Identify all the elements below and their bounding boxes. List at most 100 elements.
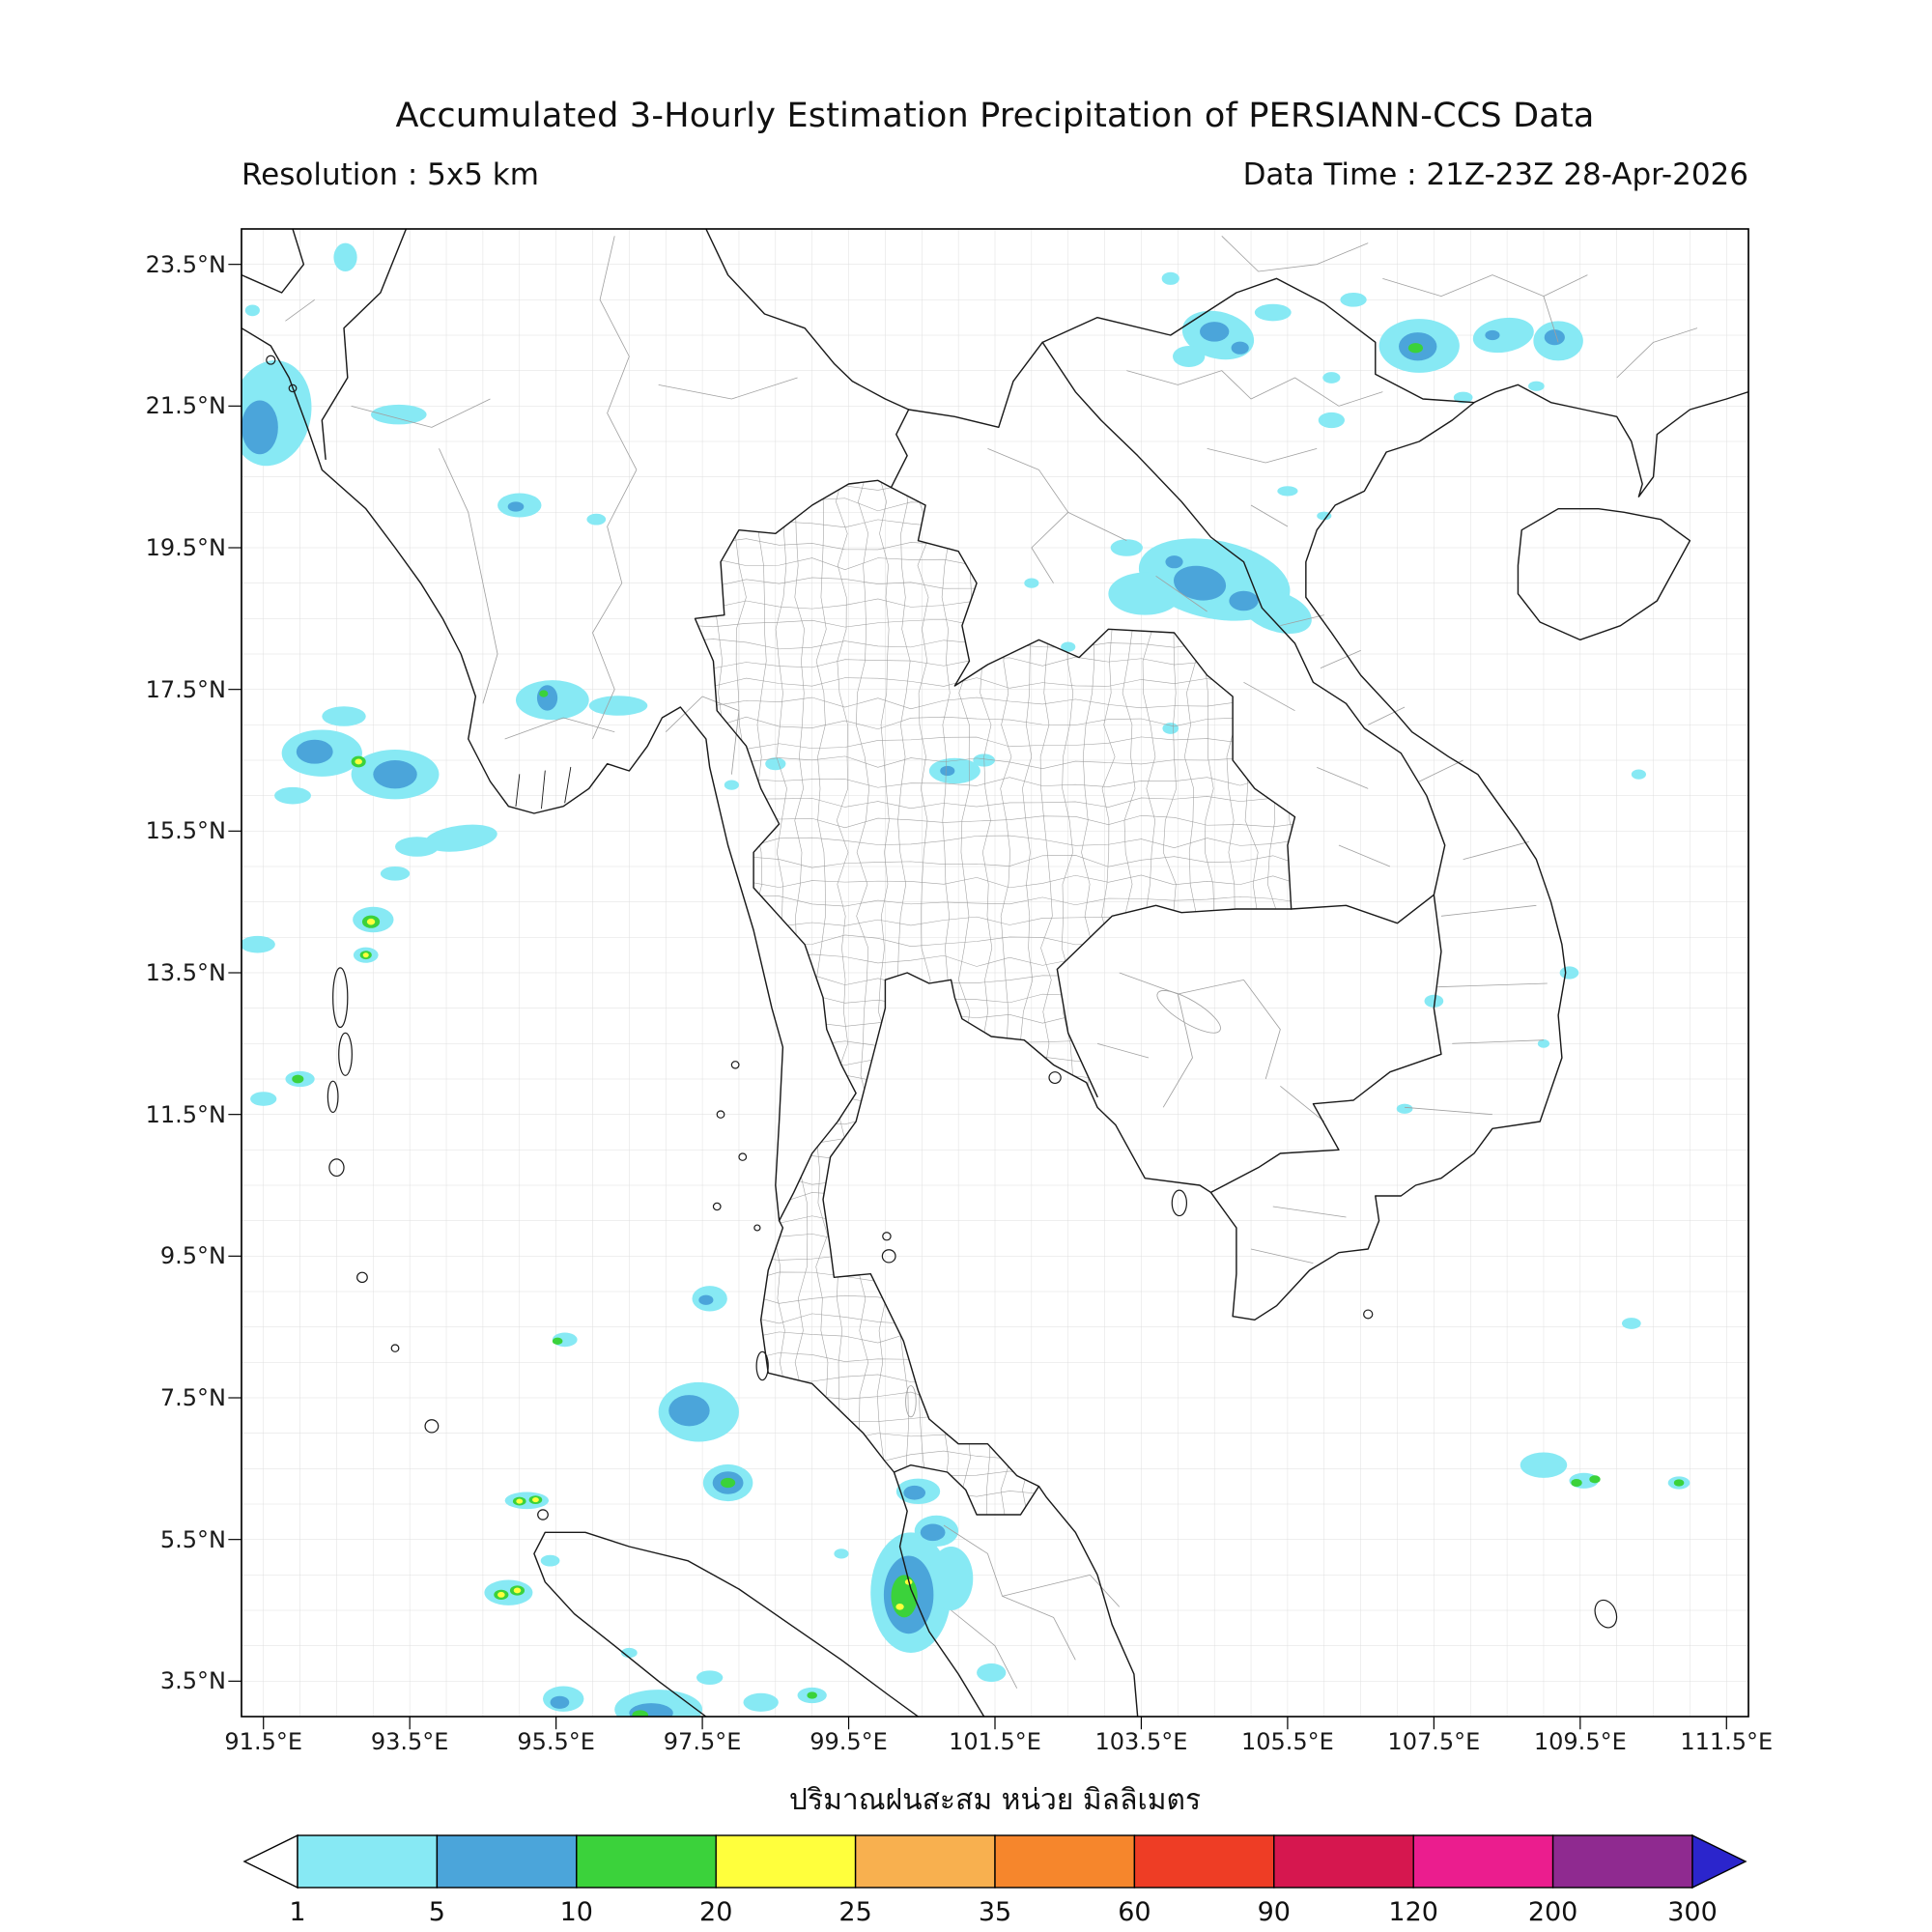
subtitle-row: Resolution : 5x5 km Data Time : 21Z-23Z … (242, 157, 1748, 192)
lat-tick-label: 7.5°N (159, 1384, 226, 1411)
precip-cell (668, 1395, 710, 1427)
precip-cell (1110, 539, 1143, 556)
precip-cell (292, 1074, 304, 1084)
lon-tick-label: 99.5°E (810, 1728, 888, 1755)
lon-tick-label: 91.5°E (224, 1728, 303, 1755)
precip-cell (724, 780, 739, 790)
precip-cell (244, 304, 260, 317)
precip-cell (1165, 555, 1183, 569)
sumatra-coast (533, 1531, 920, 1717)
precip-cell (698, 1294, 714, 1305)
colorbar-left-arrow (242, 1833, 298, 1889)
precip-cell (484, 1579, 533, 1605)
lat-tick-label: 15.5°N (145, 817, 226, 845)
precip-cell (721, 1477, 736, 1489)
colorbar-segment (1412, 1834, 1554, 1889)
colorbar-segment (576, 1834, 717, 1889)
precip-cell (513, 1587, 522, 1594)
lon-tick-label: 95.5°E (517, 1728, 595, 1755)
precip-cell (497, 1591, 505, 1598)
precip-cell (1520, 1452, 1568, 1478)
coastline-path (242, 327, 1748, 1717)
colorbar-right-arrow (1691, 1833, 1747, 1889)
precip-cell (895, 1604, 904, 1610)
colorbar-segment (715, 1834, 857, 1889)
border-cambodia-vietnam (1209, 894, 1442, 1194)
colorbar-tick-label: 20 (699, 1897, 732, 1927)
precip-cell (977, 1663, 1007, 1683)
colorbar-tick-label: 60 (1118, 1897, 1151, 1927)
map-frame (241, 228, 1749, 1718)
koh-chang-island (1048, 1071, 1062, 1084)
precip-cell (1589, 1475, 1601, 1484)
colorbar-segment (854, 1834, 996, 1889)
lon-tick-label: 111.5°E (1680, 1728, 1774, 1755)
data-time-label: Data Time : 21Z-23Z 28-Apr-2026 (1242, 157, 1748, 192)
precip-cell (1340, 292, 1367, 307)
lon-tick-label: 97.5°E (663, 1728, 742, 1755)
precip-cell (903, 1485, 926, 1500)
precip-cell (1424, 994, 1444, 1008)
precip-cell (621, 1647, 638, 1659)
colorbar-tick-label: 300 (1667, 1897, 1718, 1927)
colorbar-tick-label: 120 (1388, 1897, 1438, 1927)
colorbar-tick-label: 200 (1528, 1897, 1578, 1927)
precip-cell (807, 1691, 817, 1699)
precip-cell (1318, 412, 1345, 429)
lat-tick-label: 9.5°N (159, 1242, 226, 1270)
precip-cell (920, 1523, 946, 1542)
lat-tick-label: 17.5°N (145, 675, 226, 703)
border-thailand-malaysia (893, 1463, 1040, 1516)
colorbar-legend: 1 5 10 20 25 35 60 90 120 200 300 (242, 1833, 1747, 1927)
resolution-label: Resolution : 5x5 km (242, 157, 539, 192)
precip-cell (274, 786, 311, 805)
border-myanmar-bangladesh-india (321, 229, 408, 461)
precip-cell (1317, 511, 1332, 521)
precip-cell (540, 1554, 560, 1567)
precip-cell (424, 824, 497, 852)
precip-cell (1061, 641, 1076, 652)
precip-cell (1254, 303, 1292, 322)
precip-cell (1528, 381, 1545, 391)
precip-cell (322, 706, 366, 726)
precip-cell (1277, 486, 1298, 497)
precip-cell (362, 952, 369, 958)
precip-cell (1024, 578, 1039, 588)
lon-tick-label: 105.5°E (1240, 1728, 1334, 1755)
precip-cell (1571, 1478, 1582, 1488)
lon-tick-label: 109.5°E (1533, 1728, 1627, 1755)
border-laos-cambodia (1290, 894, 1435, 924)
precip-cell (743, 1692, 779, 1712)
precip-cell (242, 400, 278, 455)
precip-cell (552, 1337, 563, 1345)
colorbar-tick-label: 5 (429, 1897, 445, 1927)
lat-tick-label: 5.5°N (159, 1525, 226, 1553)
precip-cell (696, 1670, 724, 1685)
precip-cell (1407, 343, 1424, 354)
precip-cell (765, 757, 786, 771)
precip-cell (333, 242, 357, 272)
precip-cell (834, 1548, 849, 1559)
precip-cell (1544, 329, 1565, 346)
colorbar-segment (1273, 1834, 1414, 1889)
thailand-district-boundaries (695, 480, 1295, 1516)
precip-cell (371, 404, 427, 425)
precip-cell (1472, 317, 1534, 354)
precip-cell (250, 1092, 277, 1106)
tonle-sap-lake (1156, 990, 1221, 1034)
precip-cell (940, 765, 955, 777)
lat-tick-label: 23.5°N (145, 250, 226, 278)
map-plot: 23.5°N 21.5°N 19.5°N 17.5°N 15.5°N 13.5°N 11.5… (146, 228, 1773, 1755)
lat-tick-label: 3.5°N (159, 1667, 226, 1695)
andaman-islands (332, 967, 349, 1029)
border-thailand-myanmar (694, 479, 893, 1222)
precip-cell (395, 837, 440, 857)
lat-tick-label: 19.5°N (145, 534, 226, 561)
precip-cell (536, 685, 558, 711)
samui-island (881, 1249, 896, 1264)
precip-cell (366, 918, 376, 925)
precip-cell (1231, 341, 1249, 355)
precip-cell (1537, 1038, 1550, 1048)
border-myanmar-laos (890, 409, 910, 489)
